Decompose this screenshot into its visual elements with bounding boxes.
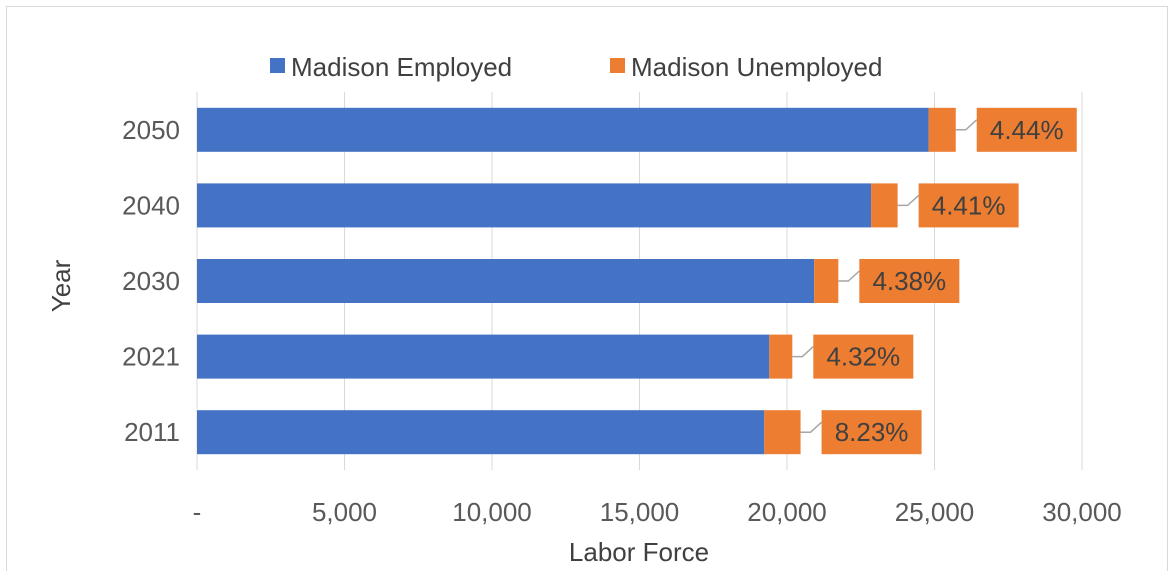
bar-employed xyxy=(197,107,929,152)
y-axis-title: Year xyxy=(46,259,76,312)
x-tick-label: 25,000 xyxy=(895,497,975,527)
x-tick-label: 30,000 xyxy=(1042,497,1122,527)
bar-unemployed xyxy=(814,259,839,303)
data-label-box xyxy=(976,107,1077,152)
data-label: 8.23% xyxy=(835,417,909,447)
data-label: 4.44% xyxy=(990,115,1064,145)
x-axis-title: Labor Force xyxy=(569,537,709,567)
y-tick-label: 2030 xyxy=(122,266,180,296)
legend-swatch-unemployed xyxy=(610,58,625,73)
y-tick-label: 2021 xyxy=(122,342,180,372)
bar-employed xyxy=(197,183,872,228)
x-tick-label: 15,000 xyxy=(600,497,680,527)
x-tick-label: 20,000 xyxy=(747,497,827,527)
leader-line xyxy=(955,119,978,131)
axis-ticks: - 5,000 10,000 15,000 20,000 25,000 30,000 2050… xyxy=(122,115,1122,527)
y-tick-label: 2050 xyxy=(122,115,180,145)
leader-line xyxy=(800,421,823,433)
bar-employed xyxy=(197,410,765,455)
bars xyxy=(197,107,956,455)
data-label-box xyxy=(821,410,922,455)
y-tick-label: 2040 xyxy=(122,190,180,220)
data-label: 4.41% xyxy=(932,190,1006,220)
data-label-box xyxy=(859,259,960,303)
leader-line xyxy=(838,270,860,282)
bar-unemployed xyxy=(764,410,801,455)
data-label: 4.38% xyxy=(872,266,946,296)
legend-swatch-employed xyxy=(270,58,285,73)
data-label-box xyxy=(918,183,1019,228)
leader-line xyxy=(792,346,814,358)
data-labels: 4.44% 4.41% 4.38% 4.32% 8.23% xyxy=(792,107,1077,455)
x-tick-label: - xyxy=(193,497,202,527)
data-label-box xyxy=(813,334,914,379)
legend: Madison Employed Madison Unemployed xyxy=(270,52,882,82)
y-tick-label: 2011 xyxy=(124,417,180,447)
bar-employed xyxy=(197,334,770,379)
data-label: 4.32% xyxy=(826,342,900,372)
legend-label-employed: Madison Employed xyxy=(291,52,512,82)
x-tick-label: 10,000 xyxy=(452,497,532,527)
x-tick-label: 5,000 xyxy=(312,497,377,527)
bar-unemployed xyxy=(769,334,793,379)
bar-unemployed xyxy=(928,107,956,152)
bar-unemployed xyxy=(871,183,898,228)
legend-label-unemployed: Madison Unemployed xyxy=(631,52,882,82)
leader-line xyxy=(897,194,920,207)
bar-employed xyxy=(197,259,815,303)
